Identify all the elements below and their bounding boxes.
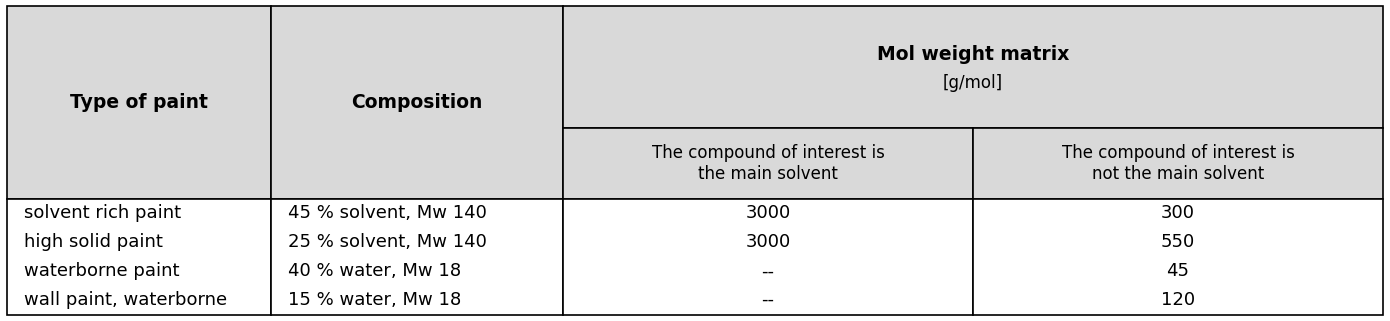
Text: 300: 300	[1161, 204, 1195, 222]
Text: waterborne paint: waterborne paint	[24, 262, 179, 280]
Text: Composition: Composition	[352, 93, 482, 112]
Text: The compound of interest is
the main solvent: The compound of interest is the main sol…	[652, 144, 884, 183]
Text: 550: 550	[1161, 233, 1195, 251]
Bar	[271, 6, 563, 199]
Bar	[271, 199, 563, 315]
Bar	[7, 199, 271, 315]
Text: [g/mol]: [g/mol]	[942, 74, 1004, 92]
Bar	[563, 6, 1383, 128]
Bar	[563, 199, 973, 315]
Bar	[563, 128, 973, 199]
Text: 45 % solvent, Mw 140: 45 % solvent, Mw 140	[288, 204, 486, 222]
Text: --: --	[762, 262, 774, 280]
Text: The compound of interest is
not the main solvent: The compound of interest is not the main…	[1062, 144, 1294, 183]
Text: wall paint, waterborne: wall paint, waterborne	[24, 291, 227, 309]
Text: 15 % water, Mw 18: 15 % water, Mw 18	[288, 291, 461, 309]
Text: 45: 45	[1166, 262, 1190, 280]
Text: 3000: 3000	[745, 233, 791, 251]
Text: solvent rich paint: solvent rich paint	[24, 204, 181, 222]
Bar	[973, 199, 1383, 315]
Text: 40 % water, Mw 18: 40 % water, Mw 18	[288, 262, 461, 280]
Bar	[7, 6, 271, 199]
Text: 3000: 3000	[745, 204, 791, 222]
Text: 25 % solvent, Mw 140: 25 % solvent, Mw 140	[288, 233, 486, 251]
Text: Mol weight matrix: Mol weight matrix	[877, 45, 1069, 64]
Text: Type of paint: Type of paint	[70, 93, 208, 112]
Text: 120: 120	[1161, 291, 1195, 309]
Bar	[973, 128, 1383, 199]
Text: --: --	[762, 291, 774, 309]
Text: high solid paint: high solid paint	[24, 233, 163, 251]
